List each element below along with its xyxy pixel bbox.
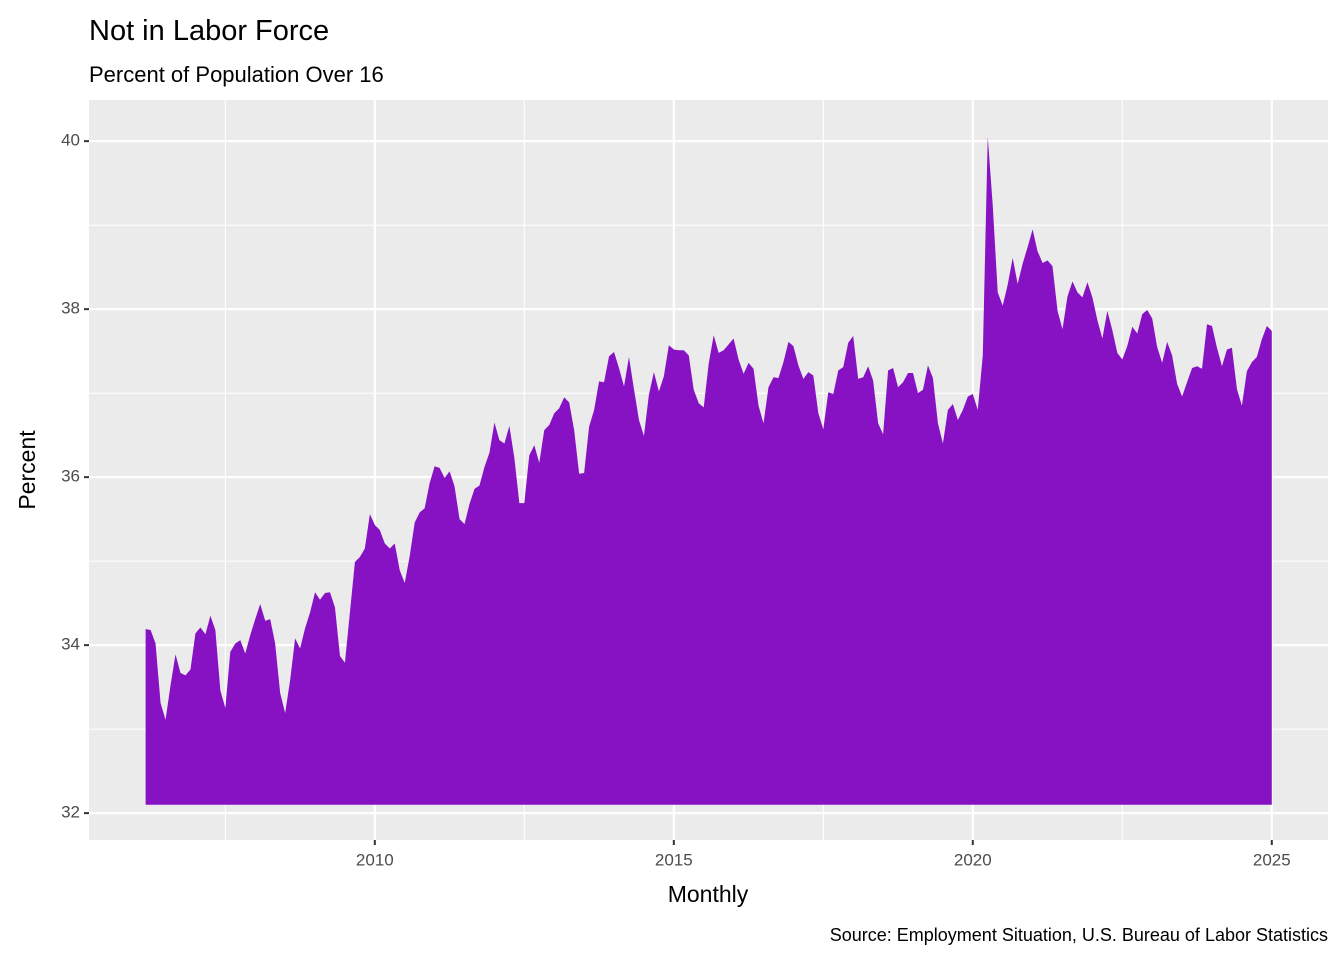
x-axis-title: Monthly [668, 881, 749, 907]
x-tick-label: 2025 [1253, 850, 1291, 869]
marks [145, 136, 1272, 805]
y-tick-label: 32 [61, 803, 80, 822]
y-tick-label: 34 [61, 635, 80, 654]
axes: 32 34 36 38 40 2010 2015 2020 2025 [61, 131, 1291, 870]
x-tick-label: 2020 [954, 850, 992, 869]
y-tick-label: 40 [61, 131, 80, 150]
chart-subtitle: Percent of Population Over 16 [89, 62, 384, 87]
y-tick-label: 36 [61, 467, 80, 486]
caption: Source: Employment Situation, U.S. Burea… [830, 925, 1328, 945]
y-tick-label: 38 [61, 299, 80, 318]
area [145, 136, 1272, 805]
x-tick-label: 2015 [655, 850, 693, 869]
chart-title: Not in Labor Force [89, 15, 329, 47]
y-axis-title: Percent [14, 430, 40, 510]
x-tick-label: 2010 [356, 850, 394, 869]
